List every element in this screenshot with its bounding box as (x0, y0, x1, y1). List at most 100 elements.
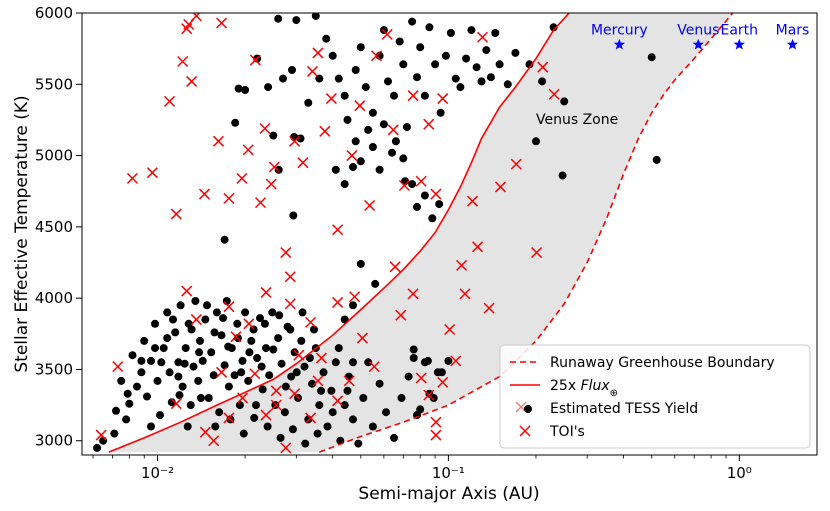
tess-yield-point (356, 43, 365, 52)
toi-point (223, 412, 235, 424)
tess-yield-point (409, 345, 418, 354)
tess-yield-point (395, 37, 404, 46)
tess-yield-point (340, 91, 349, 100)
tess-yield-point (245, 348, 254, 357)
toi-point (270, 399, 282, 411)
tess-yield-point (191, 297, 200, 305)
tess-yield-point (122, 415, 131, 424)
tess-yield-point (269, 131, 278, 140)
toi-point (548, 88, 560, 100)
tess-yield-point (334, 344, 343, 353)
y-tick-label: 3500 (35, 360, 73, 378)
tess-yield-point (93, 443, 102, 452)
toi-point (437, 376, 449, 388)
x-tick-label: 10⁰ (727, 464, 752, 482)
toi-point (389, 261, 401, 273)
tess-yield-point (364, 358, 373, 367)
tess-yield-point (402, 123, 411, 132)
toi-point (254, 197, 267, 209)
tess-yield-point (375, 379, 384, 388)
toi-point (407, 288, 419, 300)
planet-label-mars: Mars (776, 23, 810, 39)
tess-yield-point (354, 439, 363, 448)
legend-label-flux: 25x Flux⊕ (550, 378, 618, 399)
toi-point (242, 144, 254, 156)
tess-yield-point (451, 74, 460, 83)
toi-point (289, 135, 301, 147)
tess-yield-point (137, 356, 146, 365)
tess-yield-point (263, 422, 272, 431)
toi-point (332, 224, 344, 236)
tess-yield-point (117, 376, 126, 385)
tess-yield-point (319, 368, 328, 377)
tess-yield-point (186, 401, 195, 410)
tess-yield-point (112, 406, 120, 415)
toi-point (305, 412, 317, 424)
toi-point (531, 247, 543, 259)
tess-yield-point (260, 319, 269, 328)
tess-yield-point (538, 77, 547, 86)
tess-yield-point (441, 51, 450, 60)
tess-yield-point (472, 63, 481, 72)
tess-yield-point (351, 137, 360, 146)
tess-yield-point (147, 356, 155, 365)
toi-point (190, 314, 202, 326)
toi-point (170, 208, 182, 220)
tess-yield-point (165, 368, 174, 377)
tess-yield-point (437, 368, 446, 377)
tess-yield-point (269, 345, 278, 354)
tess-yield-point (349, 358, 357, 367)
tess-yield-point (290, 348, 299, 357)
tess-yield-point (420, 191, 429, 200)
toi-point (112, 361, 124, 373)
toi-point (325, 93, 337, 105)
legend: Runaway Greenhouse Boundary 25x Flux⊕ Es… (499, 344, 811, 449)
x-tick-label: 10⁻² (141, 464, 174, 482)
tess-yield-point (532, 137, 540, 146)
tess-yield-point (276, 433, 285, 442)
planet-star-mars (786, 38, 799, 50)
tess-yield-point (210, 328, 219, 337)
tess-yield-point (151, 344, 159, 353)
tess-yield-point (298, 308, 307, 317)
tess-yield-point (349, 415, 357, 424)
toi-point (476, 31, 489, 43)
toi-point (312, 375, 324, 387)
toi-point (381, 28, 393, 40)
tess-yield-point (431, 60, 440, 69)
tess-yield-point (264, 83, 273, 92)
y-tick-label: 5000 (35, 147, 73, 165)
legend-box (499, 344, 811, 449)
toi-point (270, 385, 282, 397)
tess-yield-point (211, 422, 220, 431)
tess-yield-point (327, 386, 336, 395)
toi-point (343, 375, 355, 387)
toi-point (423, 389, 435, 401)
toi-point (164, 95, 176, 107)
tess-yield-point (143, 392, 151, 401)
toi-point (284, 271, 296, 283)
tess-yield-point (140, 336, 149, 345)
tess-yield-point (137, 368, 146, 377)
tess-yield-point (356, 259, 365, 268)
tess-yield-point (416, 405, 425, 414)
tess-yield-point (361, 83, 370, 92)
toi-point (395, 309, 407, 321)
tess-yield-point (234, 84, 243, 93)
tess-yield-point (181, 344, 190, 353)
tess-yield-point (467, 26, 476, 35)
legend-toi-cross-mark (519, 425, 531, 437)
tess-yield-point (224, 382, 233, 391)
tess-yield-point (241, 308, 250, 317)
toi-point (415, 175, 427, 187)
tess-yield-point (128, 351, 137, 360)
tess-yield-point (163, 308, 172, 317)
planet-star-earth (733, 38, 745, 50)
tess-yield-point (391, 137, 400, 146)
toi-point (354, 100, 366, 112)
tess-yield-point (356, 157, 365, 166)
y-axis-ticks: 3000 3500 4000 4500 5000 5500 6000 (35, 4, 82, 450)
toi-point (190, 13, 202, 22)
x-tick-label: 10⁻¹ (432, 464, 465, 482)
toi-point (216, 366, 228, 378)
